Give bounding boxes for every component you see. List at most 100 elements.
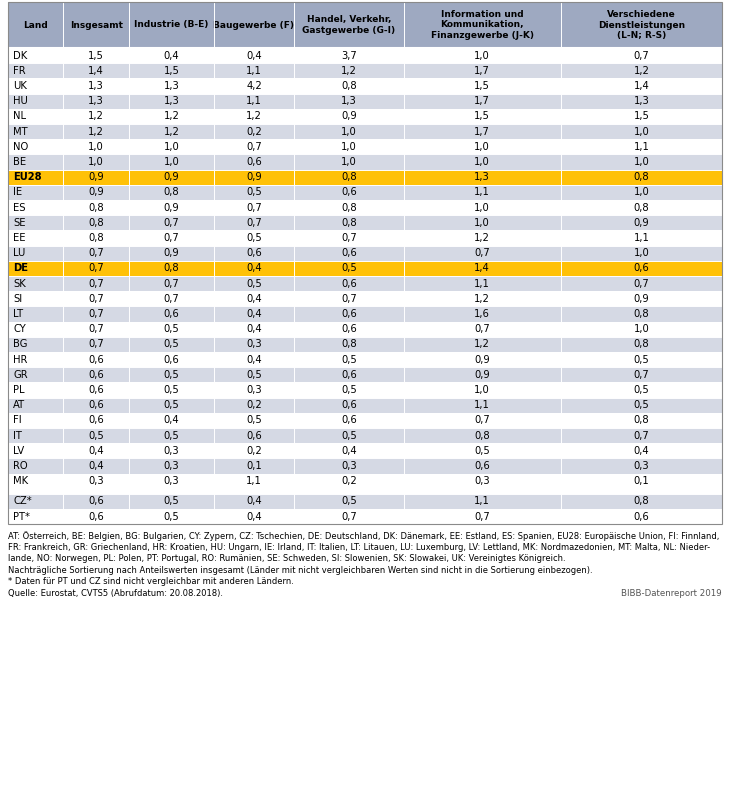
Text: Nachträgliche Sortierung nach Anteilswerten insgesamt (Länder mit nicht vergleic: Nachträgliche Sortierung nach Anteilswer…	[8, 566, 593, 575]
Text: Information und
Kommunikation,
Finanzgewerbe (J-K): Information und Kommunikation, Finanzgew…	[431, 10, 534, 41]
Text: 1,4: 1,4	[88, 66, 104, 75]
Text: 0,1: 0,1	[246, 461, 262, 471]
Text: 0,8: 0,8	[88, 203, 104, 212]
Text: 0,6: 0,6	[634, 512, 649, 521]
Text: 0,6: 0,6	[88, 385, 104, 395]
Bar	[8, 93, 722, 109]
Text: 0,5: 0,5	[164, 370, 180, 380]
Text: 1,5: 1,5	[634, 111, 649, 122]
Text: 0,7: 0,7	[246, 142, 262, 152]
Text: FI: FI	[13, 415, 22, 426]
Text: 0,9: 0,9	[164, 248, 180, 258]
Text: 0,4: 0,4	[164, 50, 180, 61]
Text: 1,0: 1,0	[341, 142, 357, 152]
Text: 0,6: 0,6	[246, 157, 262, 167]
Text: 0,3: 0,3	[634, 461, 649, 471]
Text: Handel, Verkehr,
Gastgewerbe (G-I): Handel, Verkehr, Gastgewerbe (G-I)	[302, 15, 396, 35]
Text: 1,0: 1,0	[164, 157, 180, 167]
Text: 0,6: 0,6	[88, 354, 104, 365]
Text: 0,6: 0,6	[88, 370, 104, 380]
Text: 0,4: 0,4	[634, 446, 649, 456]
Text: 0,3: 0,3	[164, 446, 180, 456]
Text: 0,5: 0,5	[164, 324, 180, 334]
Text: 0,1: 0,1	[634, 476, 649, 487]
Text: 0,9: 0,9	[474, 354, 490, 365]
Bar	[8, 307, 722, 322]
Text: 1,1: 1,1	[474, 279, 490, 289]
Text: 4,2: 4,2	[246, 81, 262, 91]
Text: 0,5: 0,5	[341, 496, 357, 506]
Text: 0,3: 0,3	[88, 476, 104, 487]
Text: IT: IT	[13, 431, 22, 440]
Text: 0,7: 0,7	[341, 512, 357, 521]
Text: 0,4: 0,4	[246, 354, 262, 365]
Text: 1,2: 1,2	[164, 111, 180, 122]
Text: 0,7: 0,7	[88, 248, 104, 258]
Text: LT: LT	[13, 309, 23, 319]
Text: 0,7: 0,7	[341, 233, 357, 243]
Text: 0,4: 0,4	[246, 294, 262, 304]
Text: 1,1: 1,1	[474, 496, 490, 506]
Text: 1,2: 1,2	[474, 339, 490, 350]
Text: 1,3: 1,3	[164, 97, 180, 106]
Text: 1,0: 1,0	[88, 142, 104, 152]
Text: 1,1: 1,1	[246, 66, 262, 75]
Text: 0,8: 0,8	[164, 187, 180, 197]
Text: 0,6: 0,6	[88, 512, 104, 521]
Text: 0,6: 0,6	[88, 496, 104, 506]
Bar	[8, 261, 722, 276]
Text: 0,5: 0,5	[634, 385, 649, 395]
Text: 0,5: 0,5	[634, 400, 649, 410]
Text: 0,5: 0,5	[246, 187, 262, 197]
Text: 0,2: 0,2	[246, 446, 262, 456]
Text: HU: HU	[13, 97, 28, 106]
Bar	[8, 337, 722, 352]
Text: 0,3: 0,3	[164, 461, 180, 471]
Text: 0,8: 0,8	[634, 309, 649, 319]
Text: 0,5: 0,5	[246, 279, 262, 289]
Text: 0,6: 0,6	[164, 354, 180, 365]
Text: 0,5: 0,5	[246, 233, 262, 243]
Text: 1,0: 1,0	[164, 142, 180, 152]
Text: 0,9: 0,9	[634, 218, 649, 228]
Text: 0,6: 0,6	[341, 187, 357, 197]
Bar	[8, 79, 722, 93]
Text: 0,5: 0,5	[164, 339, 180, 350]
Text: 0,3: 0,3	[246, 385, 262, 395]
Text: 0,8: 0,8	[634, 172, 649, 182]
Text: 0,6: 0,6	[634, 264, 649, 273]
Text: HR: HR	[13, 354, 28, 365]
Bar	[8, 2, 722, 48]
Text: 1,0: 1,0	[474, 142, 490, 152]
Text: BIBB-Datenreport 2019: BIBB-Datenreport 2019	[621, 589, 722, 598]
Text: 1,0: 1,0	[474, 203, 490, 212]
Text: 1,0: 1,0	[634, 127, 649, 136]
Text: 0,5: 0,5	[88, 431, 104, 440]
Text: 0,7: 0,7	[474, 324, 490, 334]
Text: 3,7: 3,7	[341, 50, 357, 61]
Text: 0,7: 0,7	[88, 309, 104, 319]
Text: 1,5: 1,5	[88, 50, 104, 61]
Text: Baugewerbe (F): Baugewerbe (F)	[213, 20, 294, 29]
Text: 1,2: 1,2	[88, 127, 104, 136]
Text: 1,7: 1,7	[474, 66, 490, 75]
Text: 1,0: 1,0	[634, 248, 649, 258]
Text: 0,7: 0,7	[164, 218, 180, 228]
Text: 1,7: 1,7	[474, 97, 490, 106]
Text: 0,5: 0,5	[164, 385, 180, 395]
Text: 0,7: 0,7	[634, 279, 649, 289]
Bar	[8, 413, 722, 428]
Text: 0,9: 0,9	[88, 172, 104, 182]
Text: 0,7: 0,7	[246, 218, 262, 228]
Text: 0,7: 0,7	[474, 415, 490, 426]
Text: 0,4: 0,4	[246, 309, 262, 319]
Text: CZ*: CZ*	[13, 496, 31, 506]
Text: 0,9: 0,9	[164, 203, 180, 212]
Text: 1,1: 1,1	[634, 142, 649, 152]
Text: 0,7: 0,7	[164, 294, 180, 304]
Text: 0,6: 0,6	[246, 248, 262, 258]
Text: SK: SK	[13, 279, 26, 289]
Text: 0,9: 0,9	[474, 370, 490, 380]
Text: 0,8: 0,8	[341, 172, 357, 182]
Text: 0,4: 0,4	[246, 496, 262, 506]
